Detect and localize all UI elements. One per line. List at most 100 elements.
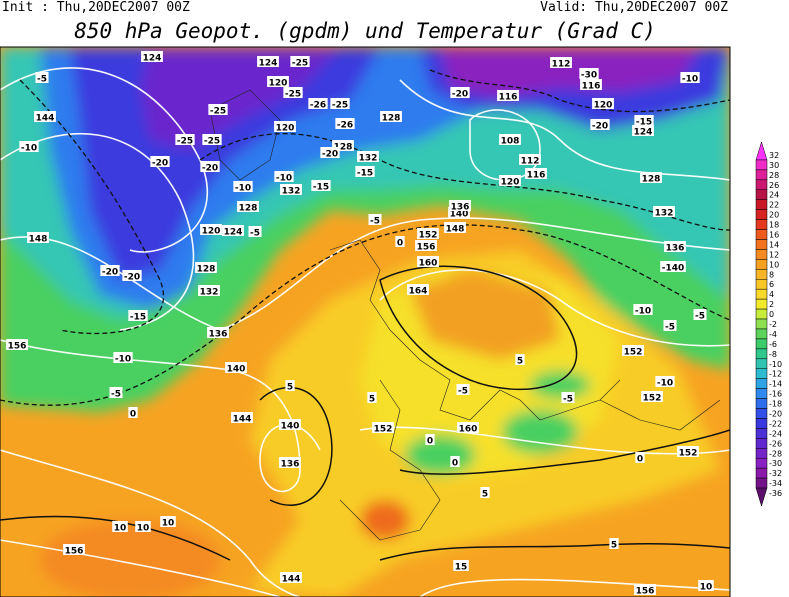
contour-label-box	[280, 184, 302, 195]
map-title: 850 hPa Geopot. (gpdm) und Temperatur (G…	[74, 19, 656, 43]
colorbar-cell	[755, 298, 768, 310]
contour-label: -20	[592, 122, 608, 132]
colorbar-cell	[755, 159, 768, 171]
contour-label: 112	[552, 60, 571, 70]
contour-label: 10	[137, 524, 150, 534]
contour-label: -5	[37, 75, 47, 85]
colorbar-label: -32	[769, 469, 782, 478]
colorbar-label: 12	[769, 250, 779, 259]
colorbar-label: 8	[769, 270, 774, 279]
contour-label: 5	[482, 490, 488, 500]
contour-label: 124	[143, 54, 162, 64]
contour-label-box	[609, 538, 619, 549]
contour-label: 156	[417, 243, 436, 253]
contour-label-box	[128, 407, 138, 418]
contour-label-box	[19, 141, 39, 152]
contour-label-box	[109, 387, 123, 398]
contour-label-box	[407, 284, 429, 295]
contour-label-box	[660, 261, 686, 272]
contour-label: 124	[224, 228, 243, 238]
colorbar-label: 18	[769, 221, 779, 230]
colorbar-cell	[755, 448, 768, 459]
contour-label: 148	[29, 235, 48, 245]
contour-label: -5	[111, 390, 121, 400]
contour-label-box	[632, 125, 654, 136]
contour-label-box	[113, 352, 133, 363]
colorbar-arrow	[755, 141, 768, 161]
colorbar-label: -6	[769, 340, 777, 349]
contour-label: 152	[679, 449, 698, 459]
colorbar-cell	[755, 179, 768, 191]
contour-label: -25	[177, 137, 193, 147]
colorbar-label: 16	[769, 231, 779, 240]
contour-label: 128	[197, 265, 216, 275]
contour-label: -20	[202, 164, 218, 174]
contour-label-box	[497, 90, 519, 101]
colorbar-label: 26	[769, 181, 779, 190]
contour-label-box	[417, 256, 439, 267]
contour-label-box	[279, 457, 301, 468]
contour-label-box	[653, 206, 675, 217]
contour-label: 136	[281, 460, 300, 470]
contour-label-box	[499, 175, 521, 186]
colorbar-cell	[755, 457, 768, 469]
contour-label: 120	[276, 124, 295, 134]
contour-label: 120	[269, 79, 288, 89]
contour-label-box	[635, 452, 645, 463]
colorbar-label: -4	[769, 330, 777, 339]
contour-label: 128	[334, 143, 353, 153]
contour-label: 128	[239, 204, 258, 214]
contour-label-box	[693, 309, 707, 320]
contour-label: 156	[636, 587, 655, 597]
contour-label-box	[634, 115, 654, 126]
contour-label: 0	[130, 410, 136, 420]
contour-label-box	[35, 72, 49, 83]
contour-label: 120	[594, 101, 613, 111]
contour-label: 116	[582, 82, 601, 92]
contour-label: -10	[21, 144, 37, 154]
contour-label-box	[122, 270, 142, 281]
contour-label-box	[515, 354, 525, 365]
contour-label-box	[332, 140, 354, 151]
colorbar-cell	[755, 189, 768, 200]
contour-label: -15	[313, 183, 329, 193]
contour-label-box	[283, 87, 303, 98]
contour-label: -26	[337, 121, 353, 131]
contour-label-box	[330, 98, 350, 109]
contour-label: 10	[700, 583, 713, 593]
colorbar-cell	[755, 348, 768, 360]
colorbar-label: -34	[769, 479, 782, 488]
colorbar-label: 30	[769, 161, 779, 170]
contour-label: 116	[499, 93, 518, 103]
contour-label-box	[592, 98, 614, 109]
contour-label-box	[208, 104, 228, 115]
contour-label-box	[448, 207, 470, 218]
contour-label: -5	[250, 229, 260, 239]
contour-label: 140	[281, 422, 300, 432]
contour-label-box	[640, 172, 662, 183]
colorbar-label: 4	[769, 290, 774, 299]
contour-label-box	[34, 111, 56, 122]
contour-label: -20	[102, 268, 118, 278]
colorbar-cell	[755, 438, 768, 449]
colorbar-cell	[755, 467, 768, 479]
contour-label-box	[457, 422, 479, 433]
contour-label-box	[222, 225, 244, 236]
contour-label-box	[141, 51, 163, 62]
colorbar-label: 6	[769, 280, 774, 289]
colorbar-label: 10	[769, 260, 779, 269]
contour-label: 160	[419, 259, 438, 269]
colorbar-label: -30	[769, 459, 782, 468]
contour-label-box	[335, 118, 355, 129]
init-time: Init : Thu,20DEC2007 00Z	[2, 0, 190, 15]
contour-label-box	[6, 339, 28, 350]
contour-label: 5	[287, 383, 293, 393]
contour-label-box	[499, 134, 521, 145]
contour-label: -20	[124, 273, 140, 283]
contour-label-box	[680, 72, 700, 83]
contour-label-box	[622, 345, 644, 356]
contour-label: -20	[152, 159, 168, 169]
contour-label: 144	[36, 114, 55, 124]
contour-label-box	[580, 79, 602, 90]
contour-label: 120	[202, 227, 221, 237]
